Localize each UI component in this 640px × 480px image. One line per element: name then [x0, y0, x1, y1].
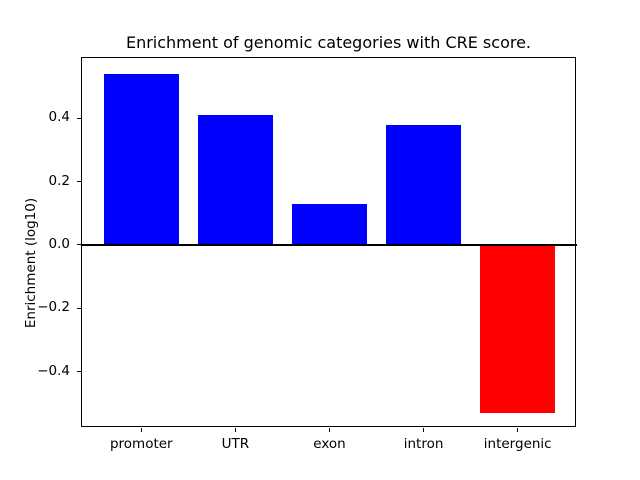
y-tick: [77, 371, 82, 373]
x-tick-label-promoter: promoter: [109, 436, 173, 452]
zero-line: [82, 243, 577, 246]
x-tick-label-intron: intron: [403, 436, 444, 452]
y-tick-label: 0.2: [48, 172, 70, 189]
bar-promoter: [103, 73, 179, 245]
x-tick-UTR: [234, 428, 236, 432]
x-tick-label-UTR: UTR: [221, 436, 250, 452]
x-tick-label-exon: exon: [313, 436, 346, 452]
x-tick-label-intergenic: intergenic: [483, 436, 552, 452]
x-tick-intergenic: [517, 428, 519, 432]
plot-area: promoter UTR exon intron intergenic 0.4 0.2 0.0…: [37, 57, 577, 452]
chart-title: Enrichment of genomic categories with CR…: [125, 33, 532, 52]
bar-intron: [385, 124, 462, 245]
bar-intergenic: [480, 244, 556, 413]
y-tick-label: −0.2: [37, 299, 70, 316]
x-tick-intron: [423, 428, 425, 432]
y-tick: [77, 181, 82, 183]
y-tick: [77, 244, 82, 246]
y-tick: [77, 307, 82, 309]
y-tick-label: 0.0: [48, 235, 70, 252]
y-tick: [77, 117, 82, 119]
bar-exon: [291, 203, 368, 245]
y-tick-label: 0.4: [48, 109, 70, 126]
x-tick-promoter: [140, 428, 142, 432]
bar-UTR: [197, 115, 274, 245]
x-tick-exon: [329, 428, 330, 432]
y-tick-label: −0.4: [37, 362, 70, 379]
